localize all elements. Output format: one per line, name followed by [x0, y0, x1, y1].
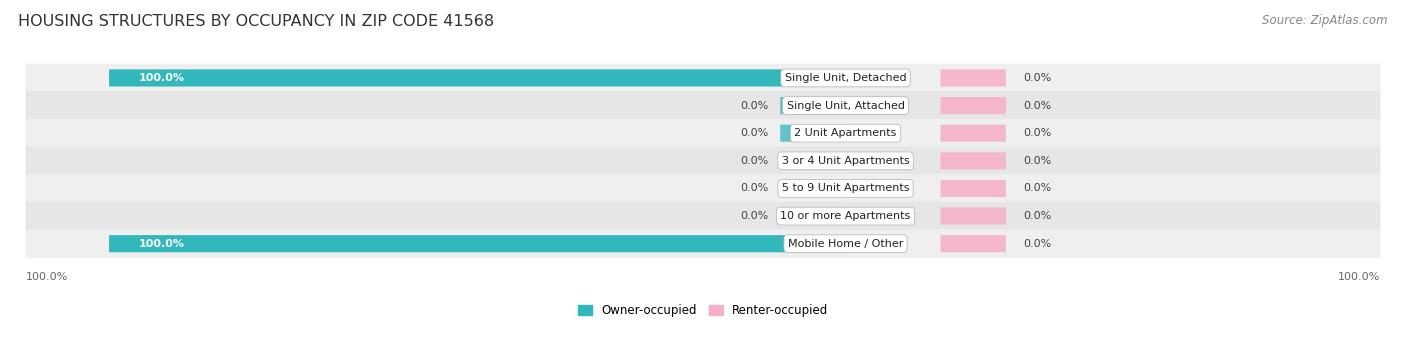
FancyBboxPatch shape — [941, 125, 1005, 142]
Text: 100.0%: 100.0% — [139, 239, 184, 249]
FancyBboxPatch shape — [780, 97, 845, 114]
Text: 3 or 4 Unit Apartments: 3 or 4 Unit Apartments — [782, 156, 910, 166]
FancyBboxPatch shape — [25, 202, 1381, 231]
FancyBboxPatch shape — [941, 208, 1005, 225]
Text: 0.0%: 0.0% — [1024, 156, 1052, 166]
FancyBboxPatch shape — [780, 180, 845, 197]
FancyBboxPatch shape — [25, 147, 1381, 175]
FancyBboxPatch shape — [941, 180, 1005, 197]
Text: 100.0%: 100.0% — [139, 73, 184, 83]
Text: 0.0%: 0.0% — [1024, 183, 1052, 193]
Text: 0.0%: 0.0% — [740, 101, 768, 110]
Text: 0.0%: 0.0% — [740, 156, 768, 166]
Legend: Owner-occupied, Renter-occupied: Owner-occupied, Renter-occupied — [572, 299, 834, 322]
FancyBboxPatch shape — [25, 229, 1381, 258]
FancyBboxPatch shape — [780, 208, 845, 225]
FancyBboxPatch shape — [25, 91, 1381, 120]
FancyBboxPatch shape — [941, 235, 1005, 252]
FancyBboxPatch shape — [25, 174, 1381, 203]
FancyBboxPatch shape — [110, 69, 845, 87]
FancyBboxPatch shape — [941, 69, 1005, 87]
Text: Mobile Home / Other: Mobile Home / Other — [787, 239, 903, 249]
FancyBboxPatch shape — [25, 63, 1381, 92]
FancyBboxPatch shape — [110, 235, 845, 252]
Text: 0.0%: 0.0% — [1024, 101, 1052, 110]
FancyBboxPatch shape — [780, 125, 845, 142]
Text: 100.0%: 100.0% — [25, 272, 67, 282]
FancyBboxPatch shape — [941, 152, 1005, 169]
Text: 0.0%: 0.0% — [1024, 239, 1052, 249]
Text: Single Unit, Detached: Single Unit, Detached — [785, 73, 907, 83]
Text: 5 to 9 Unit Apartments: 5 to 9 Unit Apartments — [782, 183, 910, 193]
Text: 0.0%: 0.0% — [740, 183, 768, 193]
Text: 0.0%: 0.0% — [1024, 73, 1052, 83]
Text: HOUSING STRUCTURES BY OCCUPANCY IN ZIP CODE 41568: HOUSING STRUCTURES BY OCCUPANCY IN ZIP C… — [18, 14, 495, 29]
FancyBboxPatch shape — [780, 152, 845, 169]
Text: 10 or more Apartments: 10 or more Apartments — [780, 211, 911, 221]
FancyBboxPatch shape — [941, 97, 1005, 114]
Text: 2 Unit Apartments: 2 Unit Apartments — [794, 128, 897, 138]
Text: Source: ZipAtlas.com: Source: ZipAtlas.com — [1263, 14, 1388, 27]
Text: 0.0%: 0.0% — [740, 128, 768, 138]
Text: 100.0%: 100.0% — [1339, 272, 1381, 282]
FancyBboxPatch shape — [25, 119, 1381, 148]
Text: 0.0%: 0.0% — [1024, 211, 1052, 221]
Text: 0.0%: 0.0% — [1024, 128, 1052, 138]
Text: 0.0%: 0.0% — [740, 211, 768, 221]
Text: Single Unit, Attached: Single Unit, Attached — [786, 101, 904, 110]
